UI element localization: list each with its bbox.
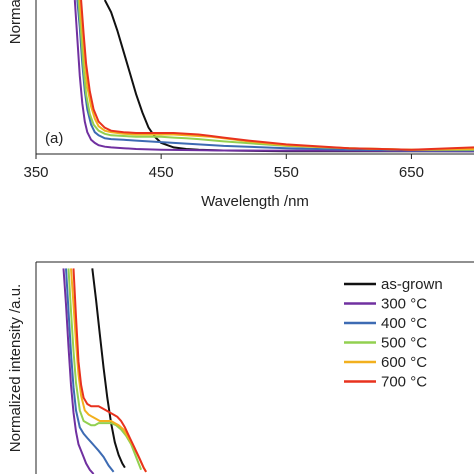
panel-a-xlabel: Wavelength /nm (201, 193, 309, 210)
panel-a-series-as-grown (103, 0, 474, 153)
panel-a-series-500-c (77, 0, 474, 151)
panel-a: 350 450 550 650 (a) Wavelength /nm Normaliz… (7, 0, 474, 210)
panel-b: Normalized intensity /a.u. as-grown 300 °… (7, 261, 474, 474)
panel-a-xtick-label-350: 350 (23, 164, 48, 181)
panel-b-series-300-c (62, 268, 95, 474)
panel-a-series-group (73, 0, 474, 153)
legend-label-500-c: 500 °C (381, 335, 427, 352)
legend-label-700-c: 700 °C (381, 374, 427, 391)
panel-b-series-600-c (70, 268, 147, 473)
panel-a-series-600-c (78, 0, 474, 151)
panel-a-series-400-c (76, 0, 474, 152)
legend-label-600-c: 600 °C (381, 354, 427, 371)
panel-a-series-700-c (80, 0, 474, 151)
panel-a-ylabel: Normalized intensity /a.u. (7, 0, 24, 44)
legend-label-as-grown: as-grown (381, 276, 443, 293)
panel-a-ticks-group: 350 450 550 650 (23, 154, 424, 181)
panel-a-xtick-label-650: 650 (399, 164, 424, 181)
legend: as-grown 300 °C 400 °C 500 °C 600 °C 700 °C (344, 276, 443, 391)
panel-a-label: (a) (45, 130, 63, 147)
panel-a-xtick-label-450: 450 (149, 164, 174, 181)
panel-a-xtick-label-550: 550 (274, 164, 299, 181)
panel-b-series-group (62, 268, 147, 474)
panel-b-series-700-c (72, 268, 147, 473)
legend-label-300-c: 300 °C (381, 296, 427, 313)
panel-b-ylabel: Normalized intensity /a.u. (7, 284, 24, 452)
panel-b-series-500-c (67, 268, 143, 471)
legend-label-400-c: 400 °C (381, 315, 427, 332)
panel-a-series-300-c (73, 0, 474, 153)
panel-b-series-as-grown (91, 268, 126, 469)
panel-b-series-400-c (65, 268, 115, 473)
